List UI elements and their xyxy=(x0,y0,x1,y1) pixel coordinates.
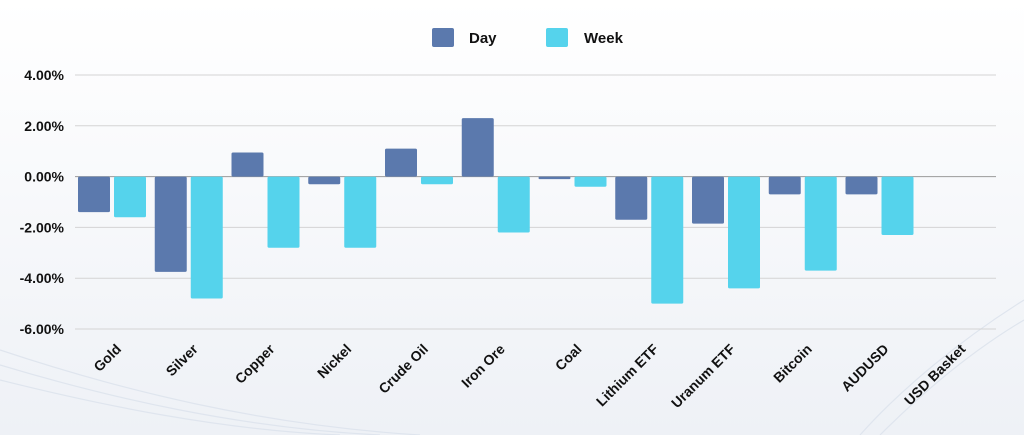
bar-day-copper xyxy=(231,152,264,177)
bar-day-audusd xyxy=(845,176,878,195)
bar-day-lithium-etf xyxy=(615,176,648,220)
bar-week-bitcoin xyxy=(804,176,837,271)
bar-day-crude-oil xyxy=(385,148,417,177)
decor-swoosh xyxy=(0,299,1024,435)
bar-week-copper xyxy=(267,176,300,248)
bar-week-iron-ore xyxy=(497,176,530,233)
gridlines xyxy=(75,74,996,330)
bar-week-coal xyxy=(574,176,607,187)
bar-week-gold xyxy=(114,176,146,218)
bar-day-coal xyxy=(538,176,571,180)
legend: Day Week xyxy=(432,28,624,47)
legend-swatch-week xyxy=(546,28,568,47)
bar-week-silver xyxy=(190,176,223,299)
legend-label-week: Week xyxy=(584,30,624,47)
bar-day-silver xyxy=(154,176,187,272)
bar-day-iron-ore xyxy=(461,118,494,177)
bars xyxy=(78,118,914,304)
y-tick-label: -2.00% xyxy=(20,219,65,235)
bar-week-lithium-etf xyxy=(651,176,684,304)
y-tick-label: 0.00% xyxy=(24,169,64,185)
bar-day-bitcoin xyxy=(768,176,801,195)
y-tick-label: 2.00% xyxy=(24,118,64,134)
bar-week-crude-oil xyxy=(421,176,453,185)
y-tick-label: -4.00% xyxy=(20,270,65,286)
bar-day-uranum-etf xyxy=(692,176,724,224)
y-tick-label: -6.00% xyxy=(20,321,65,337)
bar-day-gold xyxy=(78,176,110,213)
legend-label-day: Day xyxy=(469,30,497,47)
bar-week-nickel xyxy=(344,176,377,248)
bar-day-nickel xyxy=(308,176,341,185)
legend-swatch-day xyxy=(432,28,454,47)
y-tick-label: 4.00% xyxy=(24,67,64,83)
bar-week-audusd xyxy=(881,176,914,236)
bar-week-uranum-etf xyxy=(728,176,760,289)
y-axis: 4.00% 2.00% 0.00% -2.00% -4.00% -6.00% xyxy=(20,67,65,337)
